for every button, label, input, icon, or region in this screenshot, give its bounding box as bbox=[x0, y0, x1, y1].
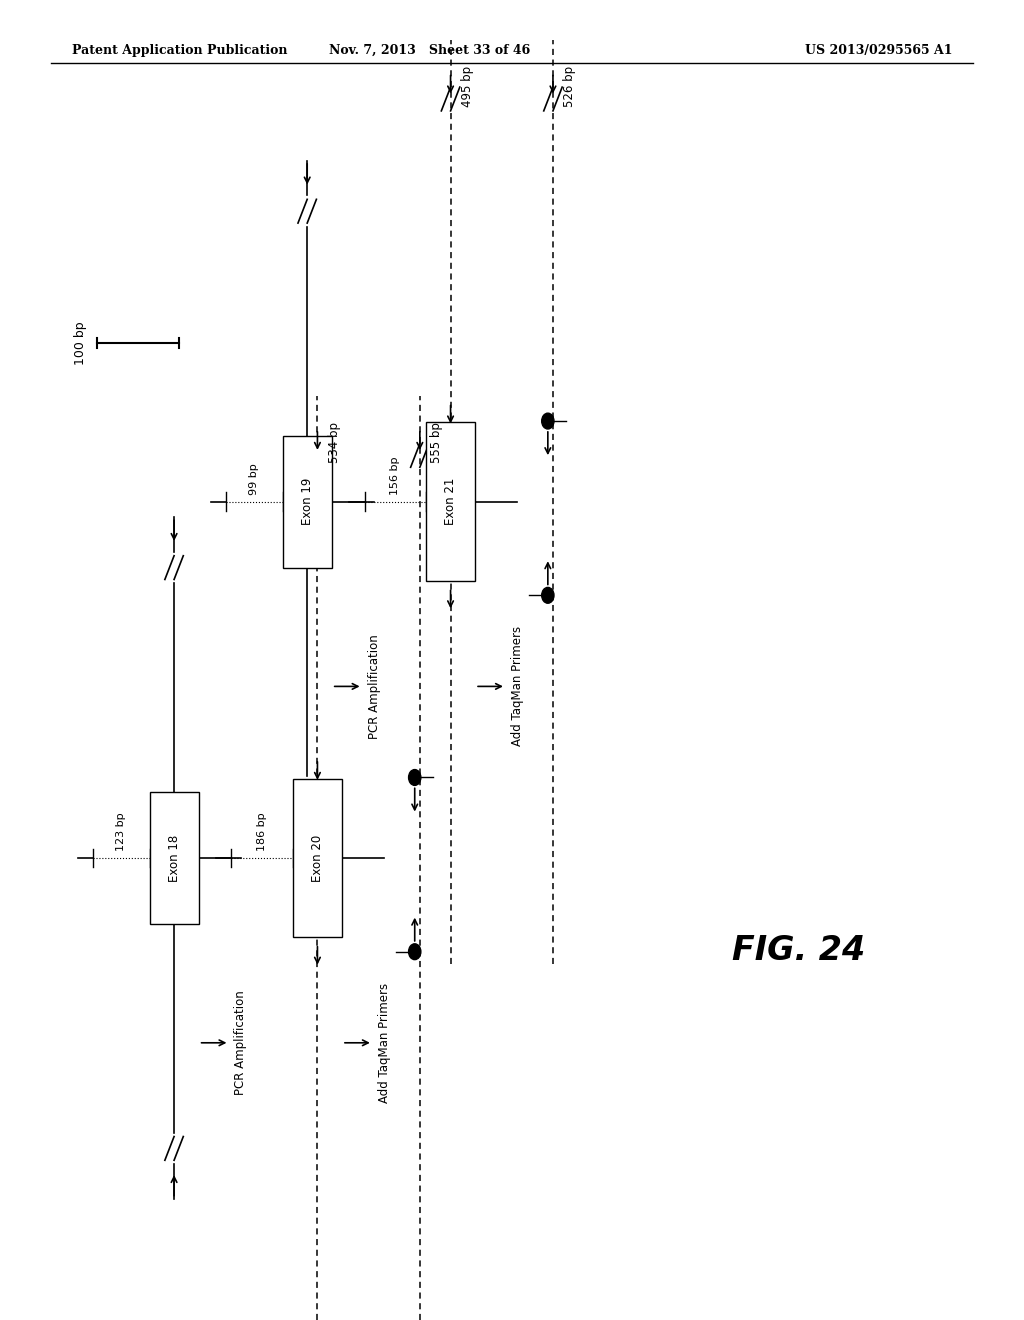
Text: 186 bp: 186 bp bbox=[257, 813, 267, 851]
Text: US 2013/0295565 A1: US 2013/0295565 A1 bbox=[805, 44, 952, 57]
Text: PCR Amplification: PCR Amplification bbox=[368, 634, 381, 739]
Bar bbox=[150, 792, 199, 924]
Text: 123 bp: 123 bp bbox=[117, 813, 126, 851]
Text: 495 bp: 495 bp bbox=[461, 66, 474, 107]
Circle shape bbox=[542, 413, 554, 429]
Text: Exon 21: Exon 21 bbox=[444, 478, 457, 525]
Text: Exon 20: Exon 20 bbox=[311, 834, 324, 882]
Circle shape bbox=[409, 944, 421, 960]
Text: Nov. 7, 2013   Sheet 33 of 46: Nov. 7, 2013 Sheet 33 of 46 bbox=[330, 44, 530, 57]
Text: Exon 18: Exon 18 bbox=[168, 834, 180, 882]
Text: FIG. 24: FIG. 24 bbox=[732, 935, 865, 966]
Bar bbox=[426, 422, 475, 581]
Text: Patent Application Publication: Patent Application Publication bbox=[72, 44, 287, 57]
Text: 99 bp: 99 bp bbox=[250, 463, 259, 495]
Text: 526 bp: 526 bp bbox=[563, 66, 577, 107]
Text: Exon 19: Exon 19 bbox=[301, 478, 313, 525]
Text: 156 bp: 156 bp bbox=[390, 457, 400, 495]
Text: Add TaqMan Primers: Add TaqMan Primers bbox=[378, 982, 391, 1104]
Text: 555 bp: 555 bp bbox=[430, 422, 443, 463]
Circle shape bbox=[542, 587, 554, 603]
Text: 534 bp: 534 bp bbox=[328, 422, 341, 463]
Bar bbox=[283, 436, 332, 568]
Text: 100 bp: 100 bp bbox=[74, 321, 87, 366]
Bar bbox=[293, 779, 342, 937]
Text: Add TaqMan Primers: Add TaqMan Primers bbox=[511, 626, 524, 747]
Circle shape bbox=[409, 770, 421, 785]
Text: PCR Amplification: PCR Amplification bbox=[234, 990, 248, 1096]
